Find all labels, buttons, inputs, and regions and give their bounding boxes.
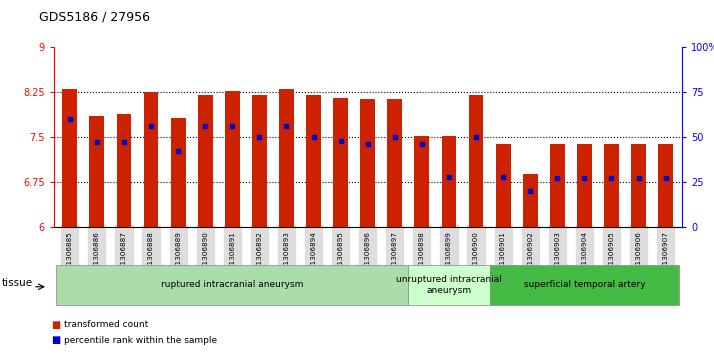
Bar: [198, 95, 213, 227]
Text: ruptured intracranial aneurysm: ruptured intracranial aneurysm: [161, 281, 303, 289]
Bar: [279, 89, 294, 227]
Bar: [116, 114, 131, 227]
Bar: [523, 174, 538, 227]
Text: tissue: tissue: [1, 278, 33, 288]
Bar: [550, 144, 565, 227]
Bar: [144, 92, 159, 227]
Text: percentile rank within the sample: percentile rank within the sample: [64, 336, 217, 345]
Text: transformed count: transformed count: [64, 321, 149, 329]
Bar: [658, 144, 673, 227]
Text: ■: ■: [51, 320, 61, 330]
Text: ■: ■: [51, 335, 61, 346]
Bar: [414, 136, 429, 227]
Text: superficial temporal artery: superficial temporal artery: [523, 281, 645, 289]
Bar: [441, 136, 456, 227]
Bar: [577, 144, 592, 227]
Bar: [604, 144, 619, 227]
Bar: [306, 95, 321, 227]
Bar: [252, 95, 267, 227]
Text: unruptured intracranial
aneurysm: unruptured intracranial aneurysm: [396, 275, 502, 295]
Text: GDS5186 / 27956: GDS5186 / 27956: [39, 11, 150, 24]
Bar: [388, 99, 402, 227]
Bar: [62, 89, 77, 227]
Bar: [631, 144, 646, 227]
Bar: [333, 98, 348, 227]
Bar: [171, 118, 186, 227]
Bar: [496, 144, 511, 227]
Bar: [361, 99, 375, 227]
Bar: [468, 95, 483, 227]
Bar: [225, 91, 240, 227]
Bar: [89, 116, 104, 227]
